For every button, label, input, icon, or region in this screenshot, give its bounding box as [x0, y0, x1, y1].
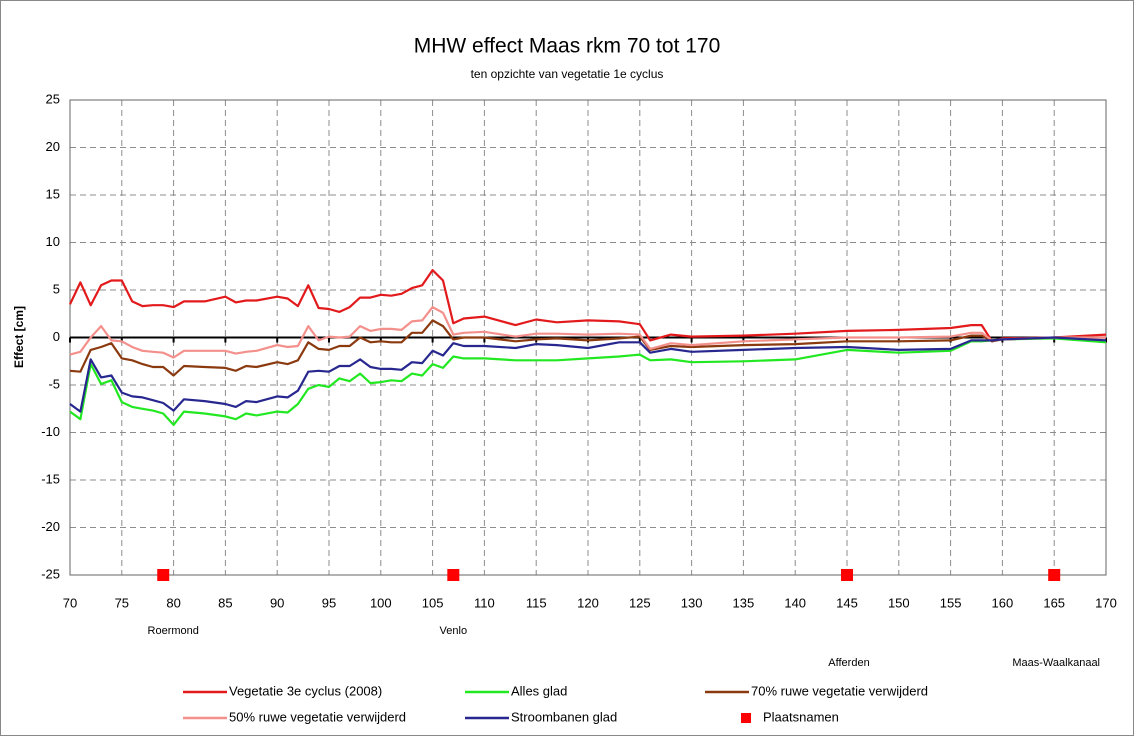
series-line: [69, 306, 1106, 359]
y-tick-label: 15: [46, 186, 60, 201]
x-tick-label: 100: [370, 595, 392, 610]
x-tick-label: 85: [218, 595, 232, 610]
x-tick-label: 150: [888, 595, 910, 610]
y-tick-label: 0: [53, 329, 60, 344]
chart-subtitle: ten opzichte van vegetatie 1e cyclus: [471, 67, 664, 81]
x-tick-label: 75: [115, 595, 129, 610]
legend-label: Stroombanen glad: [511, 709, 617, 724]
series-line: [69, 337, 1107, 426]
x-tick-label: 170: [1095, 595, 1117, 610]
place-label: Afferden: [828, 657, 869, 669]
x-tick-label: 130: [681, 595, 703, 610]
legend-label: Vegetatie 3e cyclus (2008): [229, 683, 382, 698]
x-tick-label: 145: [836, 595, 858, 610]
x-tick-label: 80: [166, 595, 180, 610]
y-axis-label: Effect [cm]: [12, 306, 26, 368]
legend-label: 50% ruwe vegetatie verwijderd: [229, 709, 406, 724]
x-tick-label: 70: [63, 595, 77, 610]
place-marker: [1048, 569, 1061, 581]
place-marker: [841, 569, 853, 581]
place-marker: [447, 569, 460, 581]
place-label: Venlo: [440, 625, 468, 637]
x-tick-label: 165: [1043, 595, 1065, 610]
chart-title: MHW effect Maas rkm 70 tot 170: [414, 35, 721, 58]
x-tick-label: 110: [474, 595, 495, 610]
x-tick-label: 140: [784, 595, 806, 610]
x-tick-label: 125: [629, 595, 651, 610]
legend-label: 70% ruwe vegetatie verwijderd: [751, 683, 928, 698]
x-tick-label: 115: [526, 595, 547, 610]
y-tick-label: 5: [53, 281, 60, 296]
y-tick-label: 10: [46, 234, 60, 249]
series-line: [69, 336, 1107, 413]
place-label: Roermond: [148, 625, 199, 637]
x-tick-label: 160: [992, 595, 1014, 610]
x-tick-label: 135: [733, 595, 755, 610]
legend-label: Plaatsnamen: [763, 709, 839, 724]
series-line: [69, 269, 1107, 343]
x-tick-label: 120: [577, 595, 599, 610]
y-tick-label: -15: [41, 471, 60, 486]
x-tick-label: 90: [270, 595, 284, 610]
y-tick-label: -25: [41, 566, 60, 581]
y-tick-label: -5: [48, 376, 60, 391]
y-tick-label: 20: [46, 139, 60, 154]
series-line: [69, 319, 1106, 377]
place-label: Maas-Waalkanaal: [1012, 657, 1100, 669]
y-tick-label: 25: [46, 91, 60, 106]
y-tick-label: -20: [41, 519, 60, 534]
x-tick-label: 105: [422, 595, 444, 610]
x-tick-label: 95: [322, 595, 336, 610]
legend-swatch: [741, 713, 751, 723]
x-tick-label: 155: [940, 595, 962, 610]
legend-label: Alles glad: [511, 683, 567, 698]
y-tick-label: -10: [41, 424, 60, 439]
place-marker: [157, 569, 170, 581]
